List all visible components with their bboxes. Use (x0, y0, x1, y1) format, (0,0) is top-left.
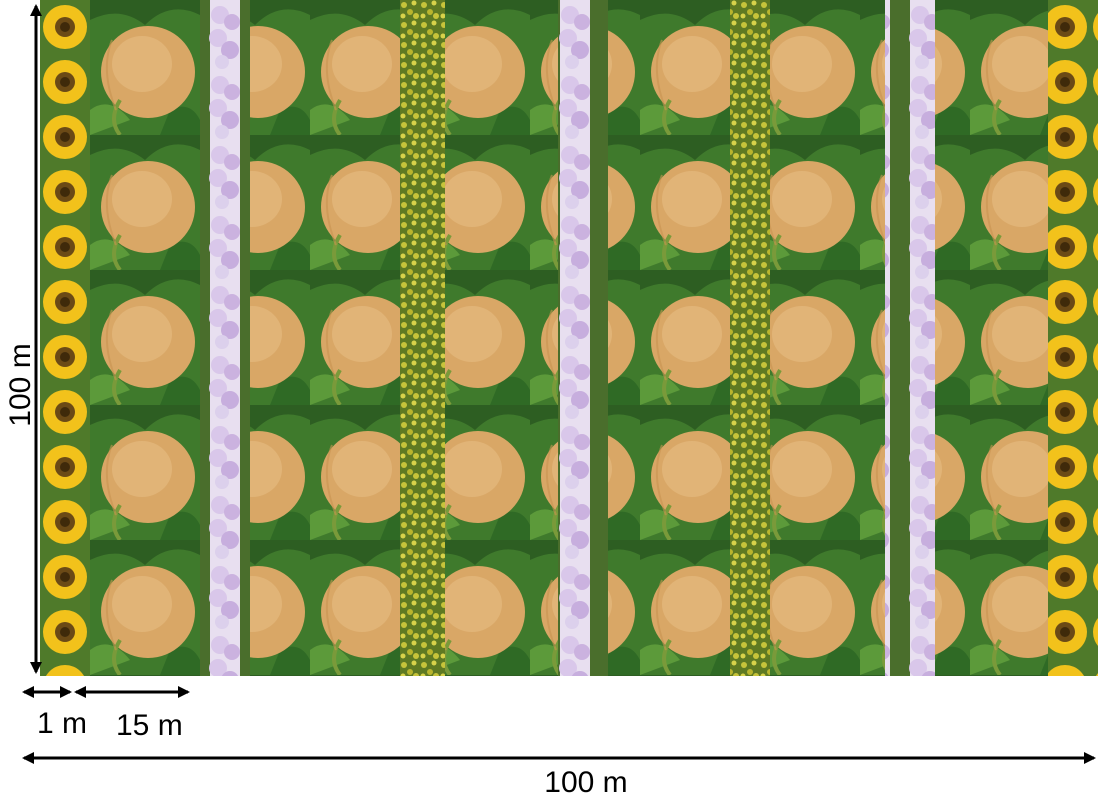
strip-melon (250, 0, 400, 676)
strip-melon (935, 0, 1048, 676)
crop-strips (40, 0, 1098, 676)
strip-rapeseed (730, 0, 770, 676)
strip-sunflower (40, 0, 90, 676)
one-meter-label: 1 m (37, 707, 87, 740)
strip-rapeseed (400, 0, 445, 676)
bottom-dimension-label: 100 m (544, 766, 627, 799)
strip-melon (445, 0, 558, 676)
strip-melon (90, 0, 200, 676)
strip-phacelia (885, 0, 935, 676)
fifteen-meter-label: 15 m (116, 709, 183, 742)
strip-melon (770, 0, 885, 676)
left-dimension-label: 100 m (4, 343, 37, 426)
strip-sunflower (1048, 0, 1098, 676)
strip-phacelia (200, 0, 250, 676)
strip-phacelia (558, 0, 608, 676)
strip-melon (608, 0, 730, 676)
